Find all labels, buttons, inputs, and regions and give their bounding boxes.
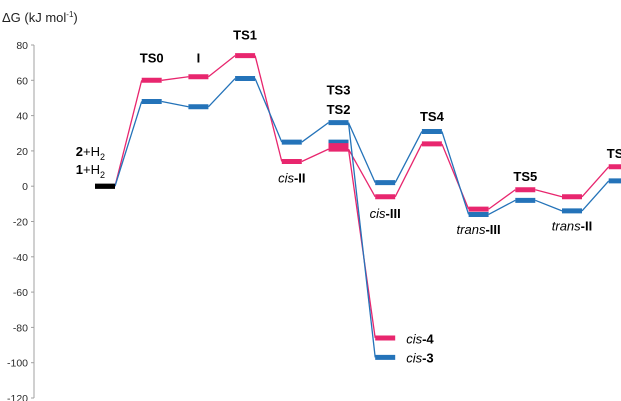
label-TS5: TS5 [513, 169, 537, 184]
label-TS0: TS0 [140, 51, 164, 66]
y-tick-label: -100 [7, 358, 28, 370]
label-TS2: TS2 [327, 102, 351, 117]
blue-connector [488, 199, 516, 216]
label-trans-II: trans-II [552, 218, 592, 233]
series-lines [114, 55, 610, 358]
pink-connector [441, 143, 470, 210]
pink-connector [161, 76, 189, 81]
pink-connector [301, 148, 329, 163]
y-tick-label: 80 [16, 40, 28, 52]
y-tick-label: -40 [13, 252, 28, 264]
y-tick-label: 60 [16, 75, 28, 87]
blue-branch-connector [347, 122, 376, 358]
blue-connector [535, 199, 563, 212]
label-trans-III: trans-III [457, 222, 501, 237]
blue-connector [207, 78, 236, 108]
blue-connector [347, 122, 376, 183]
label-start-1: 1+H2 [76, 162, 105, 180]
blue-connector [161, 100, 189, 108]
blue-connector [394, 131, 423, 183]
blue-connector [581, 180, 610, 212]
pink-connector [114, 80, 143, 187]
y-tick-label: -60 [13, 287, 28, 299]
energy-levels [95, 53, 621, 360]
label-TS1: TS1 [233, 28, 257, 43]
label-cis-3: cis-3 [406, 351, 433, 366]
pink-connector [207, 55, 236, 78]
blue-connector [114, 101, 143, 187]
label-start-2: 2+H2 [76, 144, 105, 162]
y-tick-label: 40 [16, 111, 28, 123]
label-TS3: TS3 [327, 82, 351, 97]
label-cis-4: cis-4 [406, 331, 434, 346]
pink-connector [488, 189, 516, 210]
blue-connector [441, 131, 470, 215]
y-tick-label: -20 [13, 217, 28, 229]
y-tick-label: 20 [16, 146, 28, 158]
y-tick-label: -80 [13, 322, 28, 334]
label-TS4: TS4 [420, 109, 445, 124]
pink-connector [394, 143, 423, 198]
label-cis-II: cis-II [278, 171, 305, 186]
y-tick-label: -120 [7, 393, 28, 401]
y-axis: 80 60 40 20 0 -20 -40 -60 -80 -100 -120 [7, 40, 35, 401]
y-tick-label: 0 [22, 181, 28, 193]
label-TS6: TS6 [607, 146, 621, 161]
pink-connector [535, 189, 563, 198]
label-cis-III: cis-III [370, 206, 401, 221]
y-axis-title: ΔG (kJ mol-1) [2, 10, 78, 25]
species-labels: 2+H21+H2 TS0 I TS1 cis-II TS3 TS2 cis-III TS4 tra… [76, 28, 621, 366]
blue-connector [254, 78, 283, 143]
label-I: I [197, 51, 201, 66]
pink-connector [254, 55, 283, 162]
pink-connector [581, 166, 610, 198]
blue-connector [301, 122, 329, 143]
